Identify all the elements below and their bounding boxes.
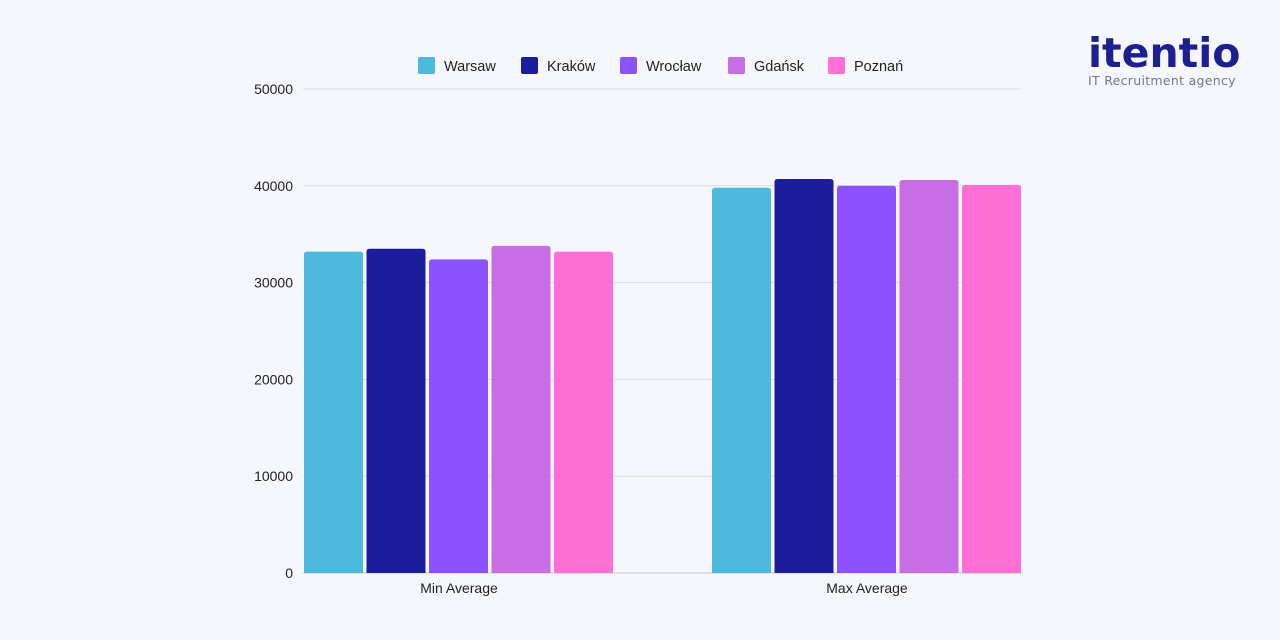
bar-kraków [366, 248, 426, 573]
y-tick-label: 30000 [254, 275, 293, 291]
y-tick-label: 50000 [254, 81, 293, 97]
legend-label: Gdańsk [754, 59, 805, 75]
bar-gdańsk [491, 245, 551, 574]
bar-wrocław [429, 259, 488, 573]
legend-swatch [418, 57, 435, 74]
logo-tagline: IT Recruitment agency [1088, 73, 1236, 88]
bar-gdańsk [899, 179, 959, 573]
y-tick-label: 10000 [254, 468, 293, 484]
bar-poznań [962, 184, 1021, 573]
legend-swatch [828, 57, 845, 74]
x-tick-label: Max Average [826, 580, 908, 596]
legend-swatch [620, 57, 637, 74]
y-tick-label: 0 [285, 565, 293, 581]
y-tick-label: 20000 [254, 371, 293, 387]
legend-label: Warsaw [444, 59, 496, 75]
legend-label: Wrocław [646, 59, 702, 75]
y-tick-label: 40000 [254, 178, 293, 194]
bar-warsaw [712, 187, 771, 573]
bar-poznań [554, 251, 613, 573]
bar-warsaw [304, 251, 363, 573]
x-tick-label: Min Average [420, 580, 498, 596]
legend-label: Poznań [854, 59, 903, 75]
legend-label: Kraków [547, 59, 596, 75]
legend-swatch [521, 57, 538, 74]
legend-swatch [728, 57, 745, 74]
bar-wrocław [837, 185, 896, 574]
bar-kraków [774, 179, 834, 574]
logo-wordmark: itentio [1088, 29, 1241, 77]
itentio-logo: itentio IT Recruitment agency [1088, 32, 1240, 88]
